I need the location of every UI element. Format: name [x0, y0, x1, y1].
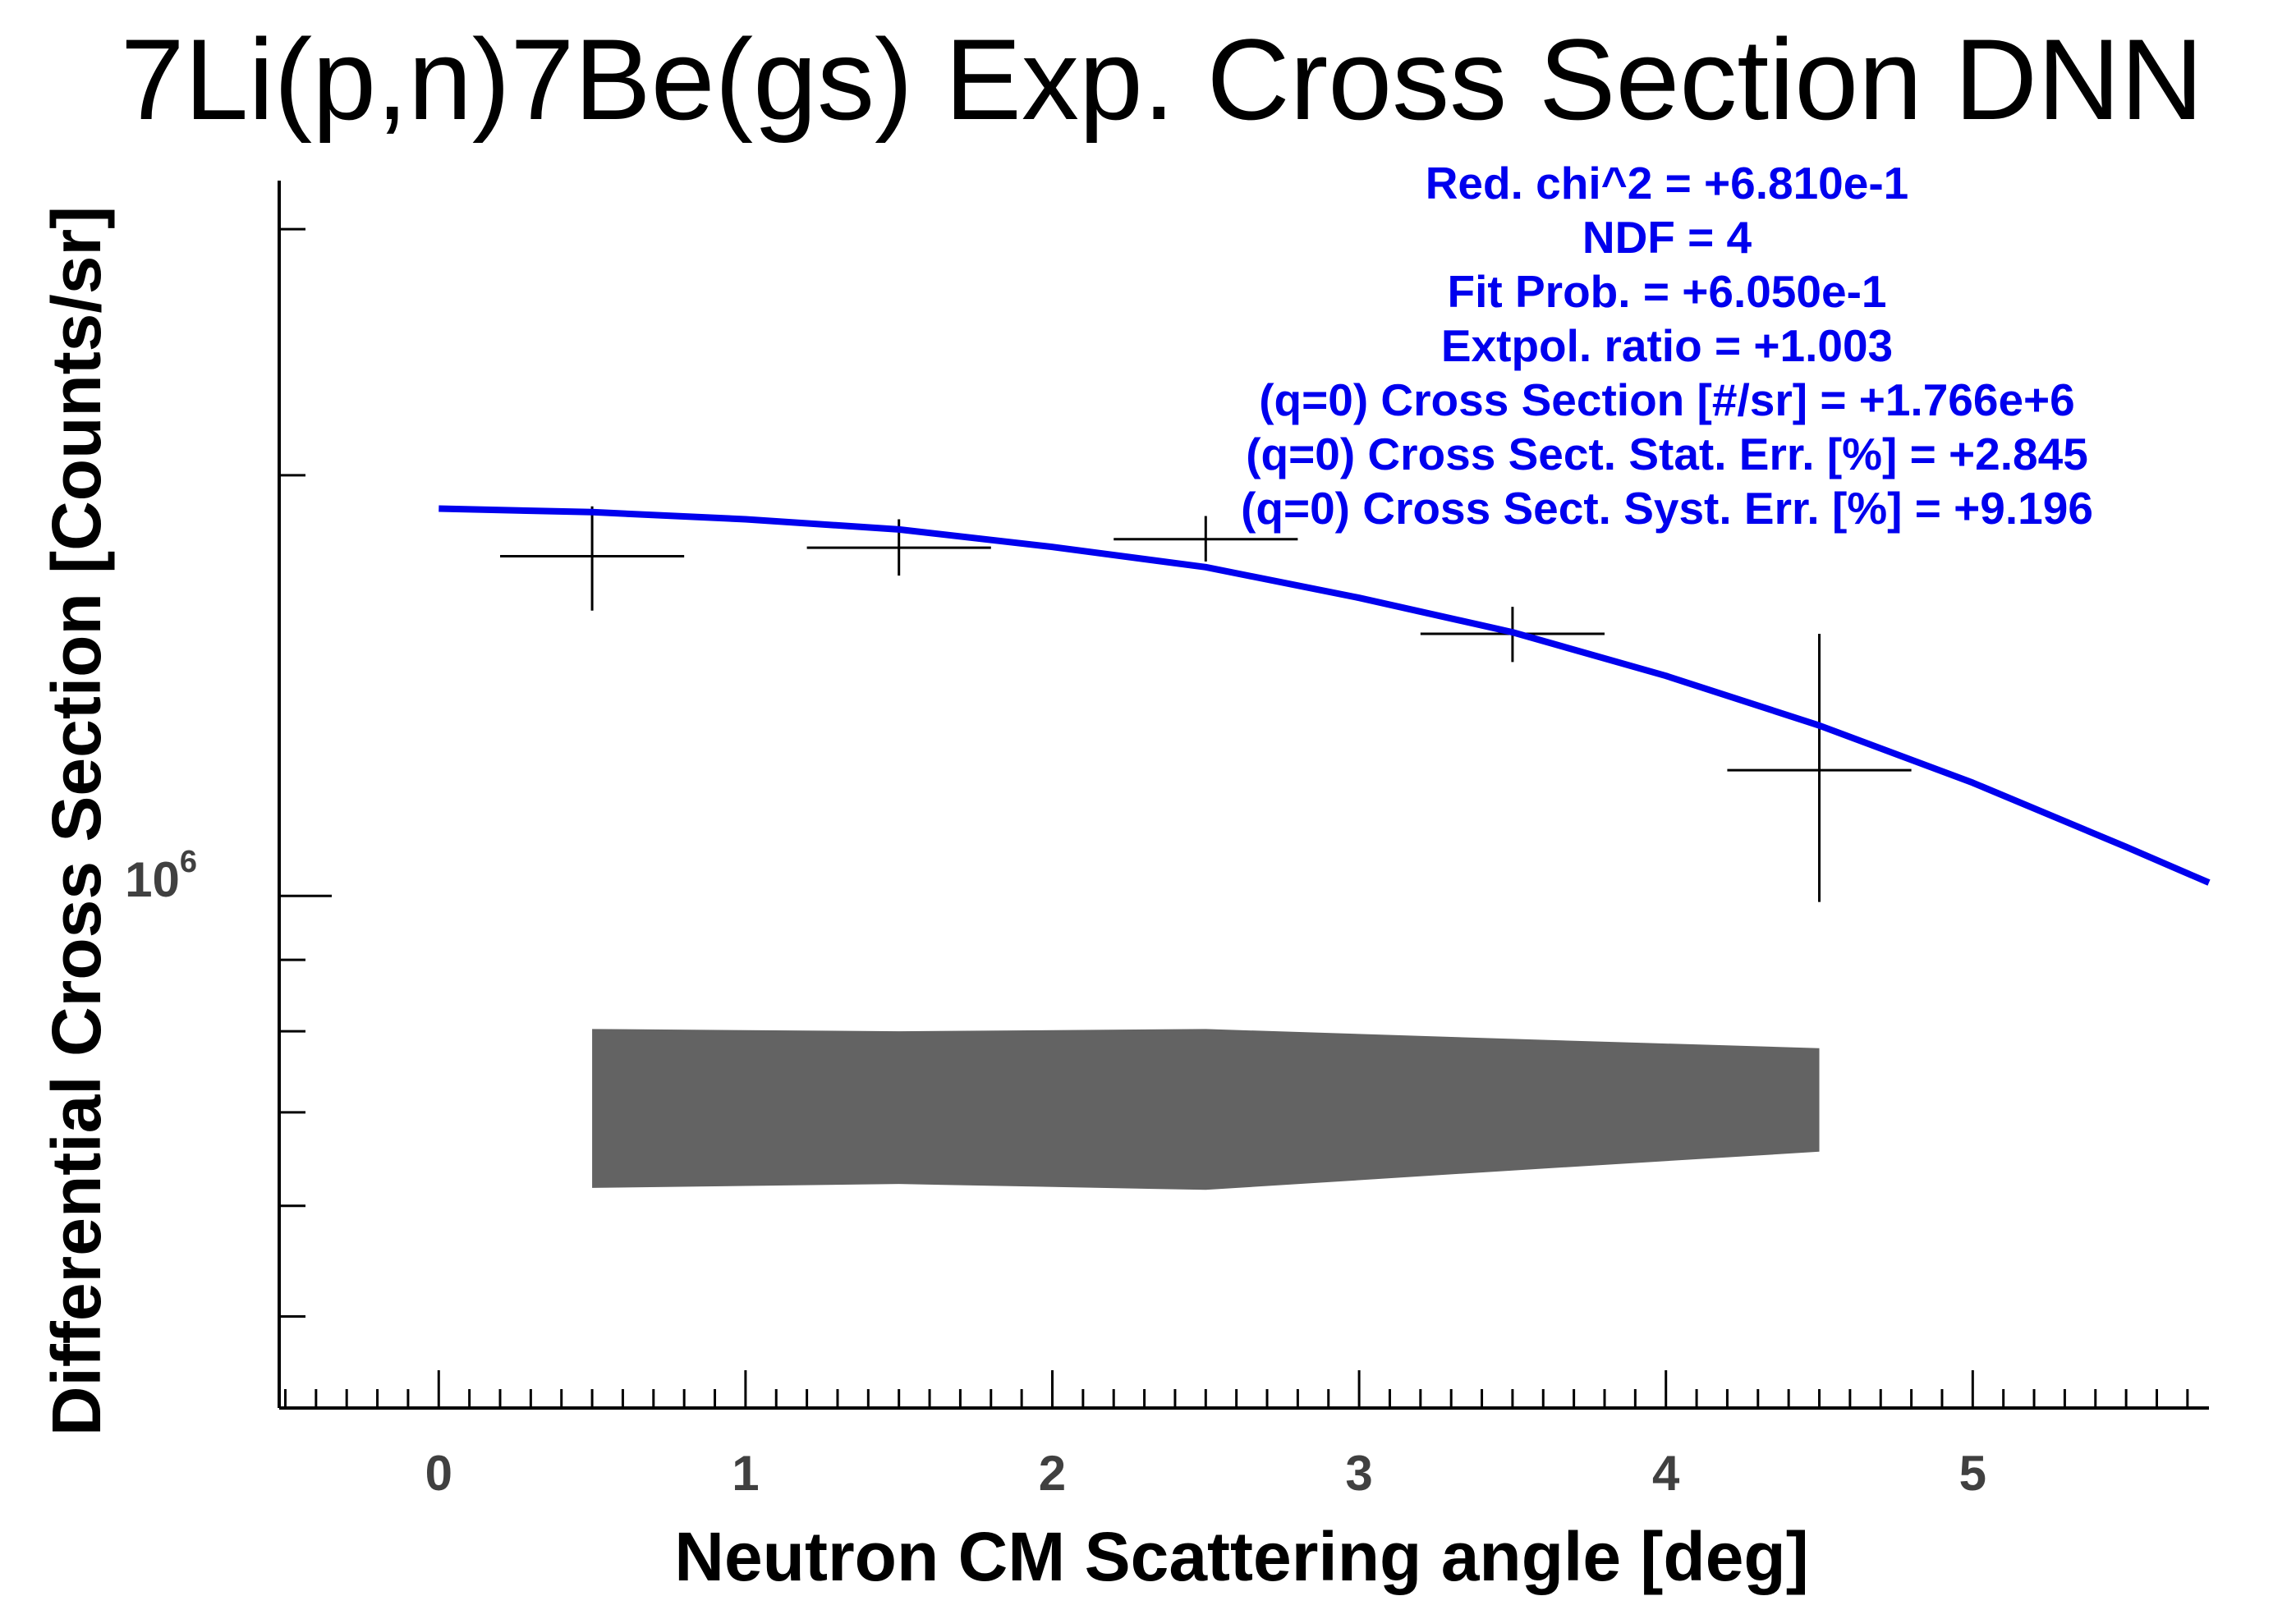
fit-statistic-line: (q=0) Cross Sect. Syst. Err. [%] = +9.19…: [1241, 483, 2093, 534]
data-point: [1114, 516, 1298, 562]
data-point: [499, 506, 685, 611]
fit-curve-layer: [439, 505, 2211, 886]
chart-title: 7Li(p,n)7Be(gs) Exp. Cross Section DNN: [121, 15, 2203, 144]
x-tick-label: 1: [732, 1446, 759, 1501]
x-tick-label: 2: [1039, 1446, 1066, 1501]
fit-statistic-line: Extpol. ratio = +1.003: [1441, 320, 1893, 371]
axes-layer: [278, 181, 2209, 1410]
fit-curve: [439, 505, 2211, 886]
x-axis-label: Neutron CM Scattering angle [deg]: [674, 1518, 1808, 1595]
x-tick-label: 0: [425, 1446, 452, 1501]
y-tick-label-exponent: 6: [180, 845, 197, 879]
systematic-error-band: [592, 1029, 1820, 1190]
x-tick-label: 3: [1345, 1446, 1372, 1501]
x-tick-label: 4: [1652, 1446, 1680, 1501]
fit-statistic-line: Red. chi^2 = +6.810e-1: [1426, 158, 1909, 209]
fit-statistic-line: Fit Prob. = +6.050e-1: [1448, 266, 1887, 317]
y-tick-label-base: 10: [125, 852, 180, 907]
x-tick-label: 5: [1959, 1446, 1986, 1501]
fit-statistic-line: (q=0) Cross Section [#/sr] = +1.766e+6: [1259, 374, 2075, 425]
y-axis-label: Differential Cross Section [Counts/sr]: [38, 206, 115, 1436]
data-point: [1727, 634, 1912, 902]
fit-statistic-line: (q=0) Cross Sect. Stat. Err. [%] = +2.84…: [1246, 429, 2088, 479]
y-tick-label-1e6: 106: [125, 845, 197, 907]
x-tick-labels: 0 1 2 3 4 5: [425, 1446, 1986, 1501]
systematic-error-band-layer: [592, 1029, 1820, 1190]
fit-statistic-line: NDF = 4: [1582, 212, 1752, 263]
